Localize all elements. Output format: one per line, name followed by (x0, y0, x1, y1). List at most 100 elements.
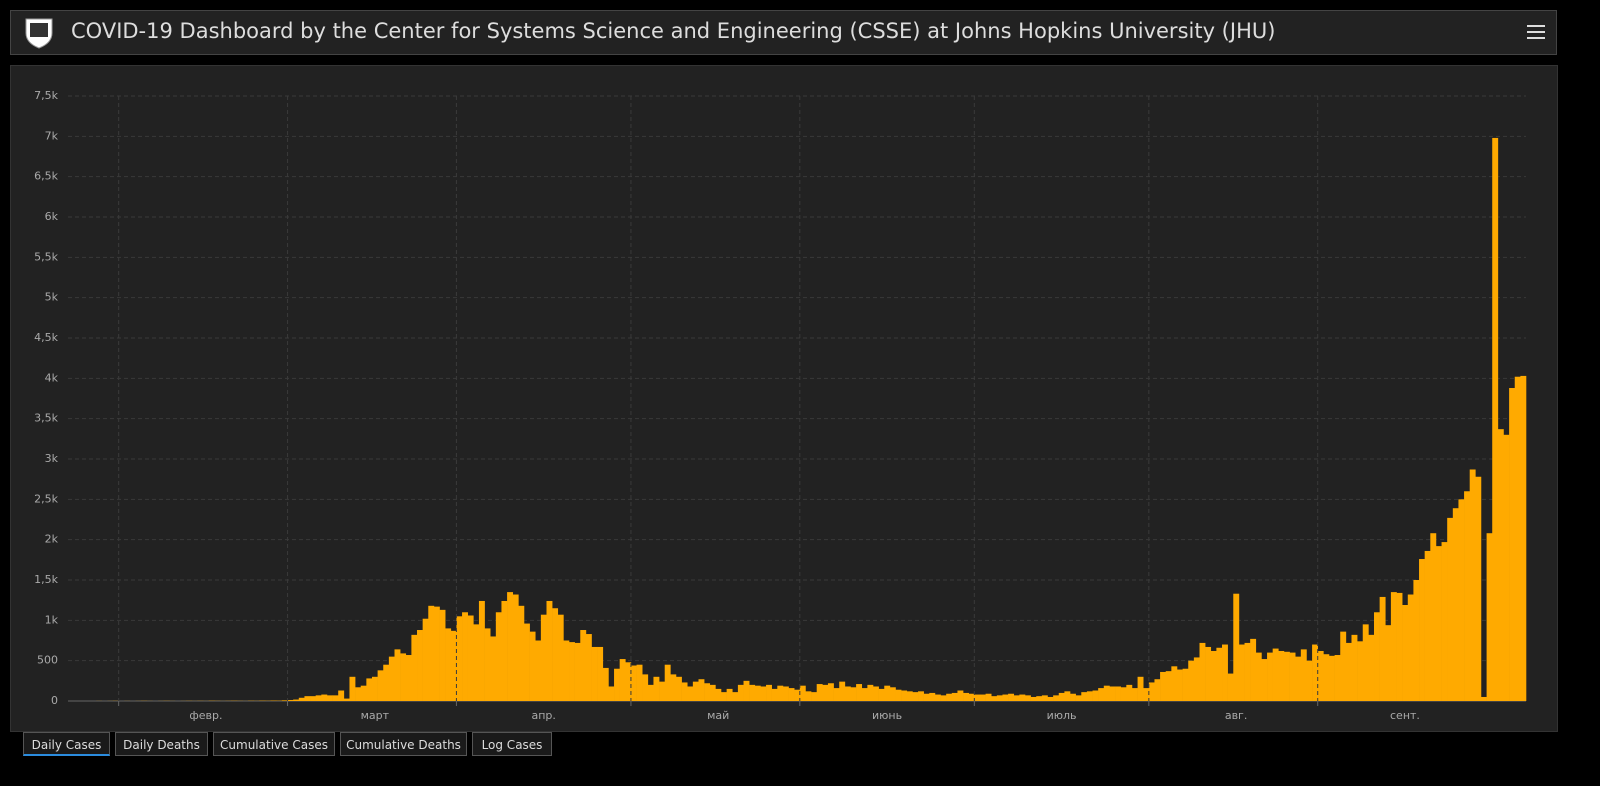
tab[interactable]: Daily Cases (23, 732, 110, 756)
bar (850, 687, 857, 701)
bar (1154, 679, 1161, 701)
bar (946, 693, 953, 701)
y-tick-label: 5k (45, 291, 59, 304)
bar (1019, 694, 1026, 701)
bar (597, 646, 604, 701)
bar (788, 688, 795, 701)
bar (732, 692, 739, 701)
bar (749, 684, 756, 701)
bar (799, 685, 806, 701)
menu-button[interactable] (1526, 23, 1546, 41)
tab[interactable]: Cumulative Deaths (340, 732, 467, 756)
bar (861, 688, 868, 701)
x-tick-label: июль (1047, 709, 1077, 722)
y-tick-label: 1k (45, 613, 59, 626)
bar (951, 692, 958, 701)
bar (619, 659, 626, 701)
bar (867, 684, 874, 701)
y-tick-label: 2,5k (34, 492, 58, 505)
bar (974, 694, 981, 701)
y-tick-label: 2k (45, 533, 59, 546)
bar (822, 684, 829, 701)
bar (1509, 388, 1516, 701)
bar (991, 696, 998, 701)
bar (1407, 594, 1414, 701)
bar (360, 685, 367, 701)
bar (574, 642, 581, 701)
bar (529, 631, 536, 701)
bar (636, 664, 643, 701)
bar (709, 684, 716, 701)
bar (540, 614, 547, 701)
bar (906, 691, 913, 701)
y-tick-label: 3k (45, 452, 59, 465)
bar (1176, 669, 1183, 701)
bar (1458, 499, 1465, 701)
bar (1216, 647, 1223, 701)
bar (934, 694, 941, 701)
bar (1193, 657, 1200, 701)
bar (1345, 642, 1352, 701)
bar (1424, 550, 1431, 701)
bar (1283, 651, 1290, 701)
bar (383, 664, 390, 701)
bar (1312, 644, 1319, 701)
bar (918, 691, 924, 701)
y-tick-label: 6k (45, 210, 59, 223)
bar (602, 667, 609, 701)
bar (1267, 652, 1273, 701)
bar (557, 614, 564, 701)
bar (1171, 666, 1178, 701)
bar (957, 690, 964, 701)
bar (1115, 686, 1121, 701)
bar (281, 700, 288, 701)
bar (467, 615, 474, 701)
bar (1238, 644, 1245, 701)
bar (507, 592, 514, 701)
bar (1419, 559, 1425, 701)
bar (495, 612, 502, 701)
bar (1036, 696, 1043, 701)
bar (692, 681, 699, 701)
bar (400, 653, 407, 701)
bar (1047, 696, 1054, 701)
bar (552, 608, 559, 701)
tab[interactable]: Daily Deaths (115, 732, 208, 756)
bar (433, 606, 440, 701)
bar (1295, 656, 1302, 701)
bar (1205, 646, 1212, 701)
bar (1452, 508, 1459, 701)
bar (1109, 686, 1116, 701)
bar (782, 686, 789, 701)
bar (642, 674, 649, 701)
bar (456, 616, 463, 701)
bar (872, 686, 879, 701)
tab[interactable]: Log Cases (472, 732, 552, 756)
bar (1103, 685, 1110, 701)
bar (1222, 644, 1228, 701)
y-tick-label: 1,5k (34, 573, 58, 586)
bar (1464, 491, 1471, 701)
bar (664, 664, 671, 701)
bar (394, 649, 401, 701)
bar (478, 600, 485, 701)
bar (1250, 638, 1257, 701)
bar (1131, 688, 1138, 701)
bar (563, 640, 570, 701)
bar (490, 636, 497, 701)
bar (298, 697, 305, 701)
bar (985, 693, 992, 701)
tab[interactable]: Cumulative Cases (213, 732, 335, 756)
bar (681, 682, 688, 701)
bar (630, 665, 637, 701)
bar (371, 676, 378, 701)
bar (366, 678, 373, 701)
bar (1520, 375, 1527, 701)
bar (794, 689, 801, 701)
bar (1374, 612, 1380, 701)
bar (996, 695, 1003, 701)
bar (1148, 682, 1155, 701)
bar (675, 676, 682, 701)
bar (1323, 654, 1330, 701)
x-tick-label: сент. (1390, 709, 1420, 722)
